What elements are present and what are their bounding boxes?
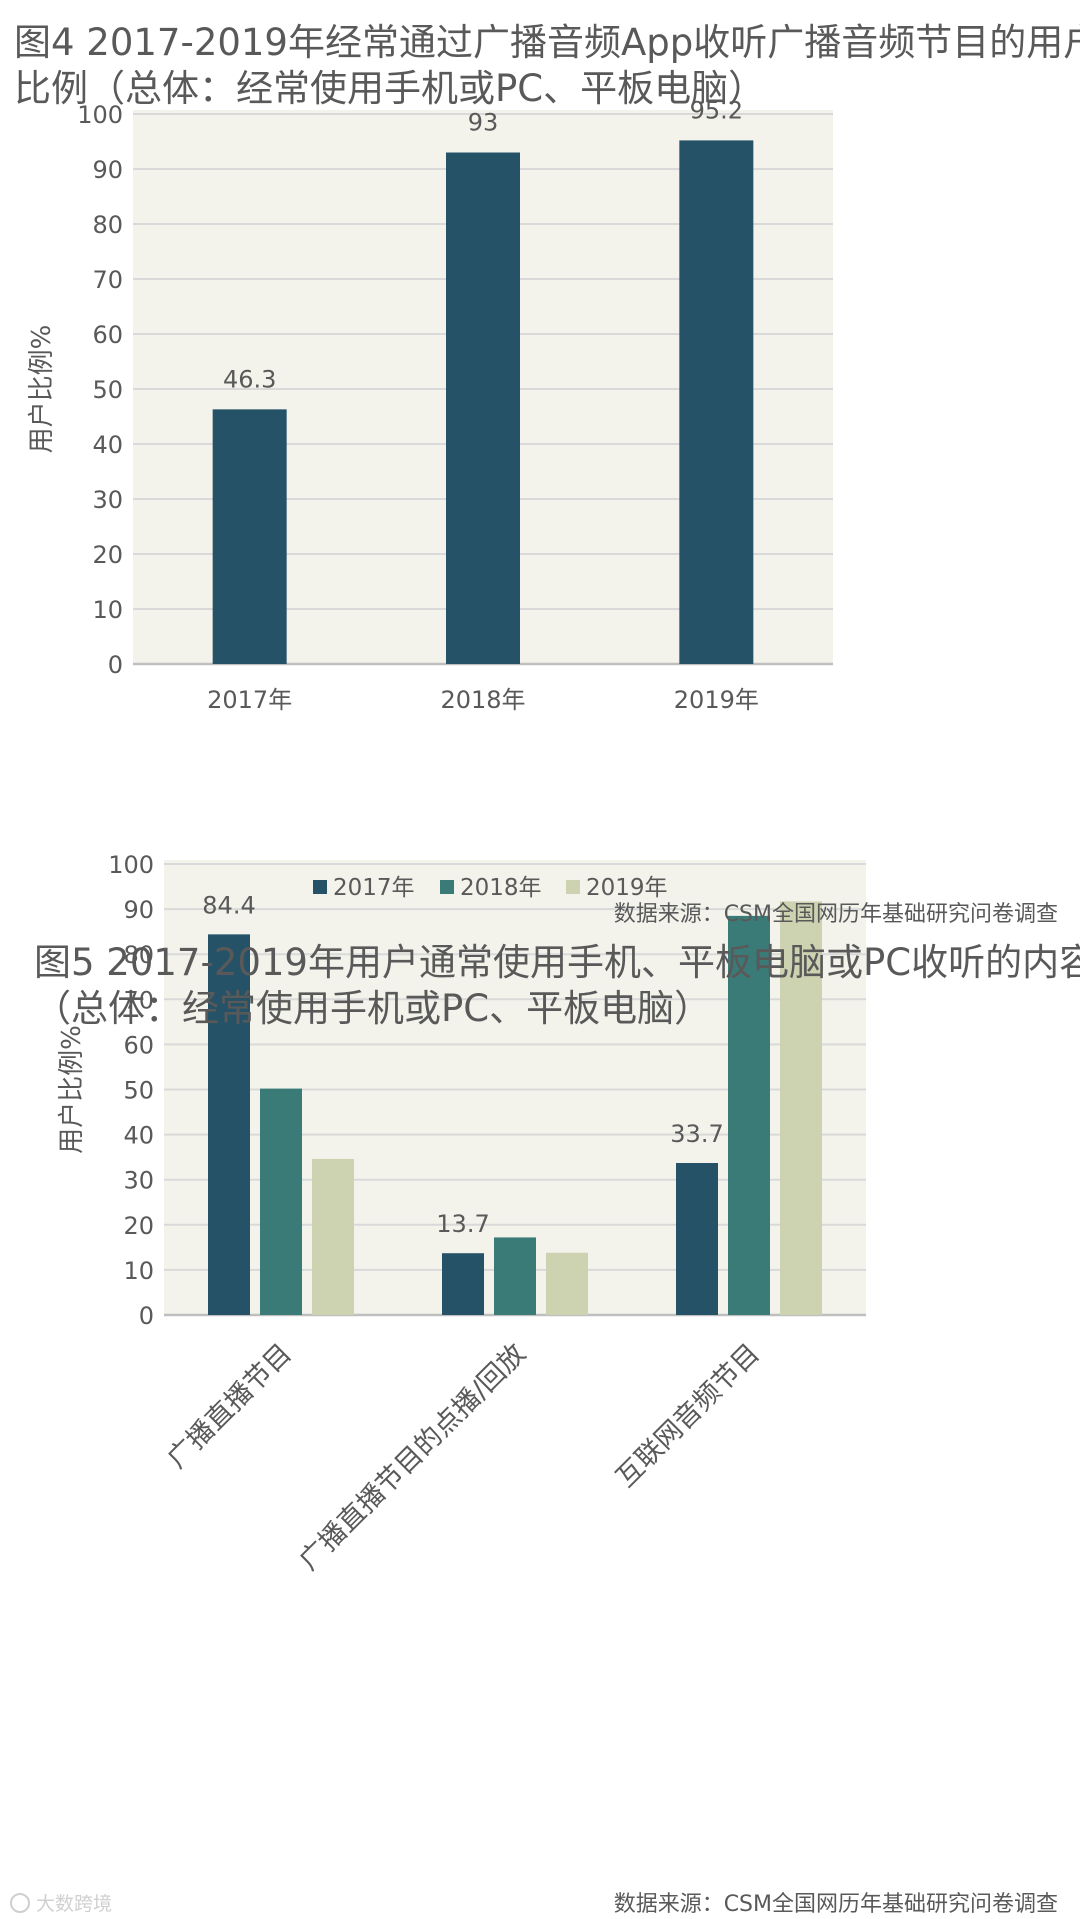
chart2-y-tick-label: 80 [123, 941, 154, 969]
watermark-logo-icon [10, 1893, 30, 1913]
chart1-title: 图4 2017-2019年经常通过广播音频App收听广播音频节目的用户 比例（总… [14, 20, 1080, 112]
chart2-plot: 0 10 20 30 40 50 60 70 80 90 100 用户比例% 84.4 广播直播节目 13.… [57, 851, 866, 1576]
chart2-y-tick-label: 0 [139, 1302, 154, 1330]
chart1-y-axis-label: 用户比例% [27, 325, 57, 454]
chart1-category-label: 2017年 [207, 686, 292, 714]
chart2-bar-3 [546, 1252, 588, 1315]
chart1-y-tick-label: 80 [92, 211, 123, 239]
chart2-data-label: 13.7 [436, 1210, 489, 1238]
chart2-legend-swatch [440, 880, 454, 894]
chart1-y-tick-label: 60 [92, 321, 123, 349]
chart2-y-tick-label: 30 [123, 1167, 154, 1195]
chart2-bar-3 [780, 901, 822, 1315]
chart2-category-label: 互联网音频节目 [610, 1338, 766, 1494]
chart1-bar [679, 140, 754, 664]
chart2-bar-2 [494, 1237, 536, 1315]
chart2-bar-2 [260, 1088, 302, 1315]
chart1-bar [446, 152, 520, 664]
chart2-bar-2 [728, 915, 770, 1315]
chart2-legend-swatch [566, 880, 580, 894]
chart2-y-tick-label: 100 [108, 851, 154, 879]
chart1-y-tick-label: 50 [92, 376, 123, 404]
chart2-legend-swatch [313, 880, 327, 894]
chart2-bar-1 [208, 934, 250, 1315]
chart1-data-label: 93 [468, 109, 499, 137]
chart1-y-tick-label: 20 [92, 541, 123, 569]
chart2-y-tick-label: 10 [123, 1257, 154, 1285]
chart2-y-tick-label: 40 [123, 1122, 154, 1150]
chart1-data-label: 46.3 [223, 365, 276, 393]
chart2-source: 数据来源：CSM全国网历年基础研究问卷调查 [613, 1892, 1058, 1917]
chart1-y-tick-label: 70 [92, 266, 123, 294]
chart2-y-tick-label: 20 [123, 1212, 154, 1240]
chart2-y-tick-label: 50 [123, 1077, 154, 1105]
chart2-data-label: 33.7 [670, 1120, 723, 1148]
chart2-y-tick-label: 90 [123, 896, 154, 924]
chart1-category-label: 2018年 [440, 686, 525, 714]
chart2-title-line-1: 图5 2017-2019年用户通常使用手机、平板电脑或PC收听的内容 [34, 941, 1080, 984]
chart2-legend-label: 2018年 [460, 875, 542, 901]
chart1-y-tick-label: 0 [108, 651, 123, 679]
chart2-legend-label: 2017年 [333, 875, 415, 901]
chart1-title-line-2: 比例（总体：经常使用手机或PC、平板电脑） [14, 67, 766, 110]
chart1-y-tick-label: 100 [77, 101, 123, 129]
chart1-y-tick-label: 90 [92, 156, 123, 184]
chart2-data-label: 84.4 [202, 891, 255, 919]
chart2-title-line-2: （总体：经常使用手机或PC、平板电脑） [34, 987, 712, 1030]
chart1-bar [212, 409, 287, 664]
chart2-bar-3 [312, 1158, 354, 1315]
chart2-y-tick-label: 70 [123, 986, 154, 1014]
chart1-y-tick-label: 10 [92, 596, 123, 624]
chart1-category-label: 2019年 [674, 686, 759, 714]
chart2-legend-label: 2019年 [586, 875, 668, 901]
chart1-source: 数据来源：CSM全国网历年基础研究问卷调查 [613, 902, 1058, 927]
chart2-category-label: 广播直播节目 [161, 1338, 297, 1474]
chart2-category-label: 广播直播节目的点播/回放 [294, 1338, 532, 1576]
chart2-y-axis-label: 用户比例% [57, 1025, 87, 1154]
chart1-y-tick-label: 40 [92, 431, 123, 459]
chart2-bar-1 [442, 1253, 484, 1315]
chart1-data-label: 95.2 [690, 96, 743, 124]
chart1-plot: 0 10 20 30 40 50 60 70 80 90 100 用户比例% 46.3 2017年 93 20… [27, 96, 833, 714]
watermark-logo: 大数跨境 [10, 1893, 112, 1915]
chart2-y-tick-label: 60 [123, 1031, 154, 1059]
chart1-y-tick-label: 30 [92, 486, 123, 514]
chart1-title-line-1: 图4 2017-2019年经常通过广播音频App收听广播音频节目的用户 [14, 21, 1080, 64]
watermark-text: 大数跨境 [36, 1893, 112, 1915]
chart2-title: 图5 2017-2019年用户通常使用手机、平板电脑或PC收听的内容 （总体：经… [34, 940, 1080, 1032]
chart2-bar-1 [676, 1163, 718, 1315]
